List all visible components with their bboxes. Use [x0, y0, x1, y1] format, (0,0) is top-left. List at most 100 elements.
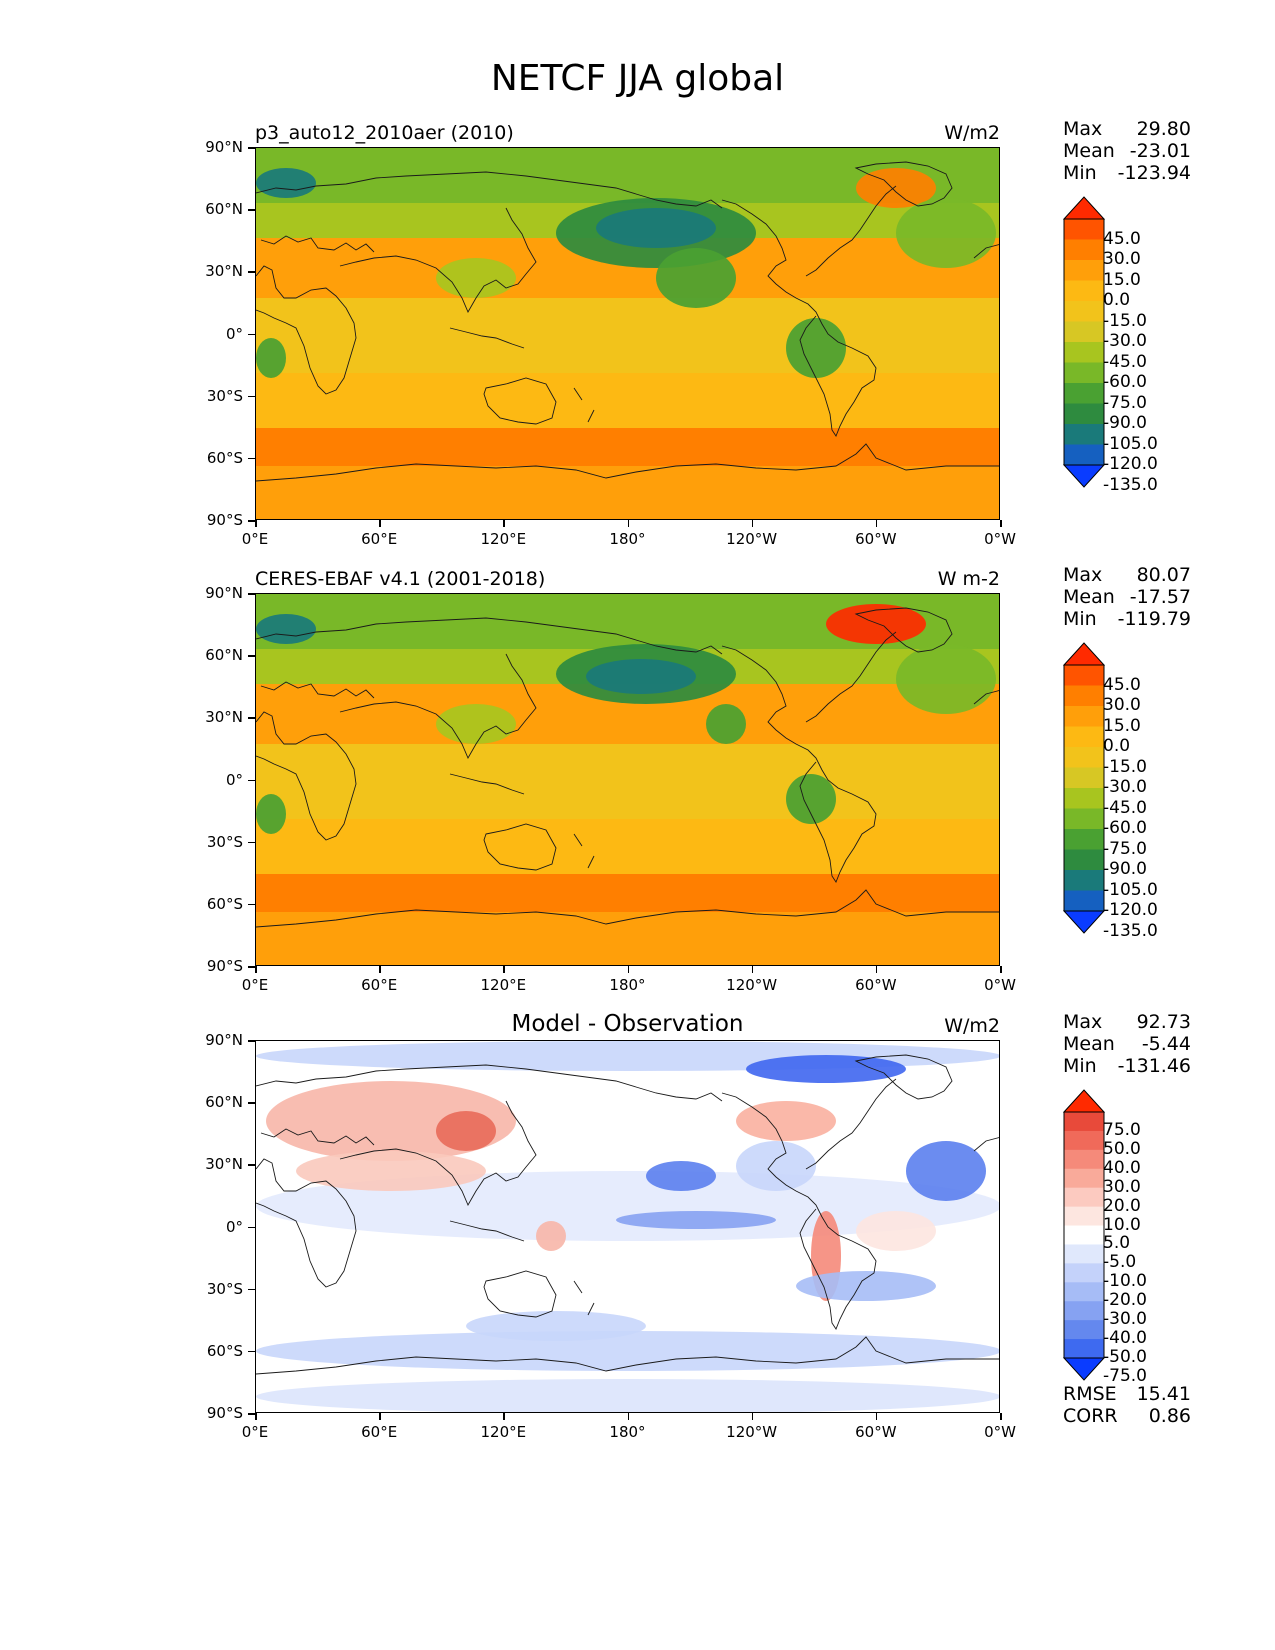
- colorbar-label: -40.0: [1103, 1328, 1147, 1349]
- stat-label: Min: [1063, 1055, 1097, 1077]
- lon-tick: [503, 520, 505, 527]
- lon-tick: [875, 966, 878, 973]
- lon-tick: [1000, 1413, 1002, 1420]
- colorbar-label: -50.0: [1103, 1347, 1147, 1367]
- lon-label: 120°W: [726, 1423, 778, 1441]
- lat-tick: [248, 333, 255, 335]
- lon-label: 180°: [609, 530, 646, 548]
- colorbar-label: 75.0: [1103, 1119, 1141, 1140]
- colorbar-label: -120.0: [1103, 454, 1158, 474]
- lat-tick: [248, 779, 255, 781]
- footer-stat-row: RMSE 15.41: [1063, 1383, 1191, 1405]
- colorbar-label: -105.0: [1103, 433, 1158, 454]
- stat-label: Min: [1063, 608, 1097, 630]
- stat-row: Max 29.80: [1063, 118, 1191, 140]
- lat-label: 30°N: [205, 708, 243, 727]
- lat-label: 30°S: [206, 386, 243, 405]
- lat-label: 60°N: [205, 200, 243, 219]
- stat-value: -119.79: [1117, 608, 1191, 630]
- stat-value: -23.01: [1129, 140, 1191, 162]
- colorbar-label: 0.0: [1103, 290, 1131, 310]
- colorbar-swatch: [1064, 788, 1104, 809]
- lon-label: 60°W: [855, 1423, 897, 1441]
- lon-label: 180°: [609, 976, 646, 994]
- colorbar-swatch: [1064, 362, 1104, 384]
- colorbar-swatches: [1062, 1089, 1106, 1381]
- map-field: [256, 148, 999, 519]
- lon-label: 120°W: [726, 976, 778, 994]
- colorbar-label: -20.0: [1103, 1290, 1147, 1311]
- colorbar-extend-min: [1062, 910, 1106, 934]
- lon-tick: [875, 520, 878, 527]
- lat-label: 0°: [225, 324, 243, 343]
- lat-tick: [248, 1226, 255, 1228]
- lon-tick: [379, 1413, 381, 1420]
- lat-tick: [248, 1102, 255, 1104]
- colorbar-label: -105.0: [1103, 879, 1158, 900]
- panel-footer-stats: RMSE 15.41 CORR 0.86: [1063, 1383, 1191, 1427]
- stat-value: -5.44: [1141, 1033, 1191, 1055]
- colorbar-swatch: [1064, 1282, 1104, 1302]
- stat-row: Mean -17.57: [1063, 586, 1191, 608]
- lat-tick: [248, 1040, 255, 1042]
- lat-label: 60°S: [206, 448, 243, 467]
- lon-label: 60°W: [855, 530, 897, 548]
- colorbar-swatch: [1064, 685, 1104, 707]
- lat-tick: [248, 147, 255, 149]
- lon-tick: [751, 520, 754, 527]
- stat-row: Min -123.94: [1063, 162, 1191, 184]
- lat-label: 90°S: [206, 511, 243, 529]
- stat-label: Mean: [1063, 140, 1115, 162]
- lon-label: 120°E: [480, 530, 527, 548]
- lon-label: 60°E: [361, 530, 398, 548]
- lat-tick: [248, 1288, 255, 1291]
- colorbar-label: -45.0: [1103, 351, 1147, 372]
- lat-label: 0°: [225, 770, 243, 789]
- panel-stats: Max 92.73 Mean -5.44 Min -131.46: [1063, 1011, 1191, 1077]
- colorbar-swatch: [1064, 1263, 1104, 1283]
- lon-tick: [751, 966, 754, 973]
- colorbar-label: 40.0: [1103, 1157, 1141, 1178]
- colorbar-extend-max: [1062, 196, 1106, 220]
- colorbar-swatch: [1064, 870, 1104, 891]
- colorbar-label: -120.0: [1103, 900, 1158, 920]
- colorbar-swatch: [1064, 747, 1104, 768]
- colorbar: [1062, 1089, 1106, 1385]
- figure-title: NETCF JJA global: [490, 58, 785, 99]
- stat-label: Min: [1063, 162, 1097, 184]
- stat-label: Mean: [1063, 586, 1115, 608]
- lon-tick: [503, 1413, 505, 1420]
- colorbar-swatch: [1064, 1206, 1104, 1227]
- lat-label: 60°S: [206, 1341, 243, 1360]
- lat-tick: [248, 395, 255, 398]
- stat-row: Max 80.07: [1063, 564, 1191, 586]
- lat-label: 30°S: [206, 1279, 243, 1298]
- lat-tick: [248, 1350, 255, 1353]
- colorbar-swatch: [1064, 1168, 1104, 1189]
- colorbar-swatch: [1064, 1339, 1104, 1359]
- lat-tick: [248, 593, 255, 595]
- lat-tick: [248, 841, 255, 844]
- lat-label: 90°N: [205, 584, 243, 602]
- lat-tick: [248, 1164, 255, 1166]
- panel-diff: Model - Observation W/m2 90°N 60°N 30°N 0° 30°…: [0, 1011, 1275, 1483]
- panel-left-title: CERES-EBAF v4.1 (2001-2018): [255, 568, 546, 590]
- colorbar-swatch: [1064, 321, 1104, 343]
- lon-tick: [379, 520, 381, 527]
- stat-label: Max: [1063, 1011, 1103, 1033]
- colorbar-swatch: [1064, 403, 1104, 425]
- stat-label: Max: [1063, 118, 1103, 140]
- colorbar-label: -75.0: [1103, 838, 1147, 859]
- lon-label: 0°E: [241, 530, 269, 548]
- colorbar-label: -10.0: [1103, 1271, 1147, 1292]
- lon-tick: [379, 966, 381, 973]
- lon-tick: [875, 1413, 878, 1420]
- colorbar-swatch: [1064, 808, 1104, 830]
- colorbar-swatch: [1064, 260, 1104, 281]
- lat-tick: [248, 717, 255, 719]
- colorbar-swatch: [1064, 219, 1104, 240]
- colorbar-extend-min: [1062, 464, 1106, 488]
- colorbar-extend-min: [1062, 1357, 1106, 1381]
- lat-tick: [248, 966, 255, 968]
- colorbar-label: -5.0: [1103, 1252, 1137, 1273]
